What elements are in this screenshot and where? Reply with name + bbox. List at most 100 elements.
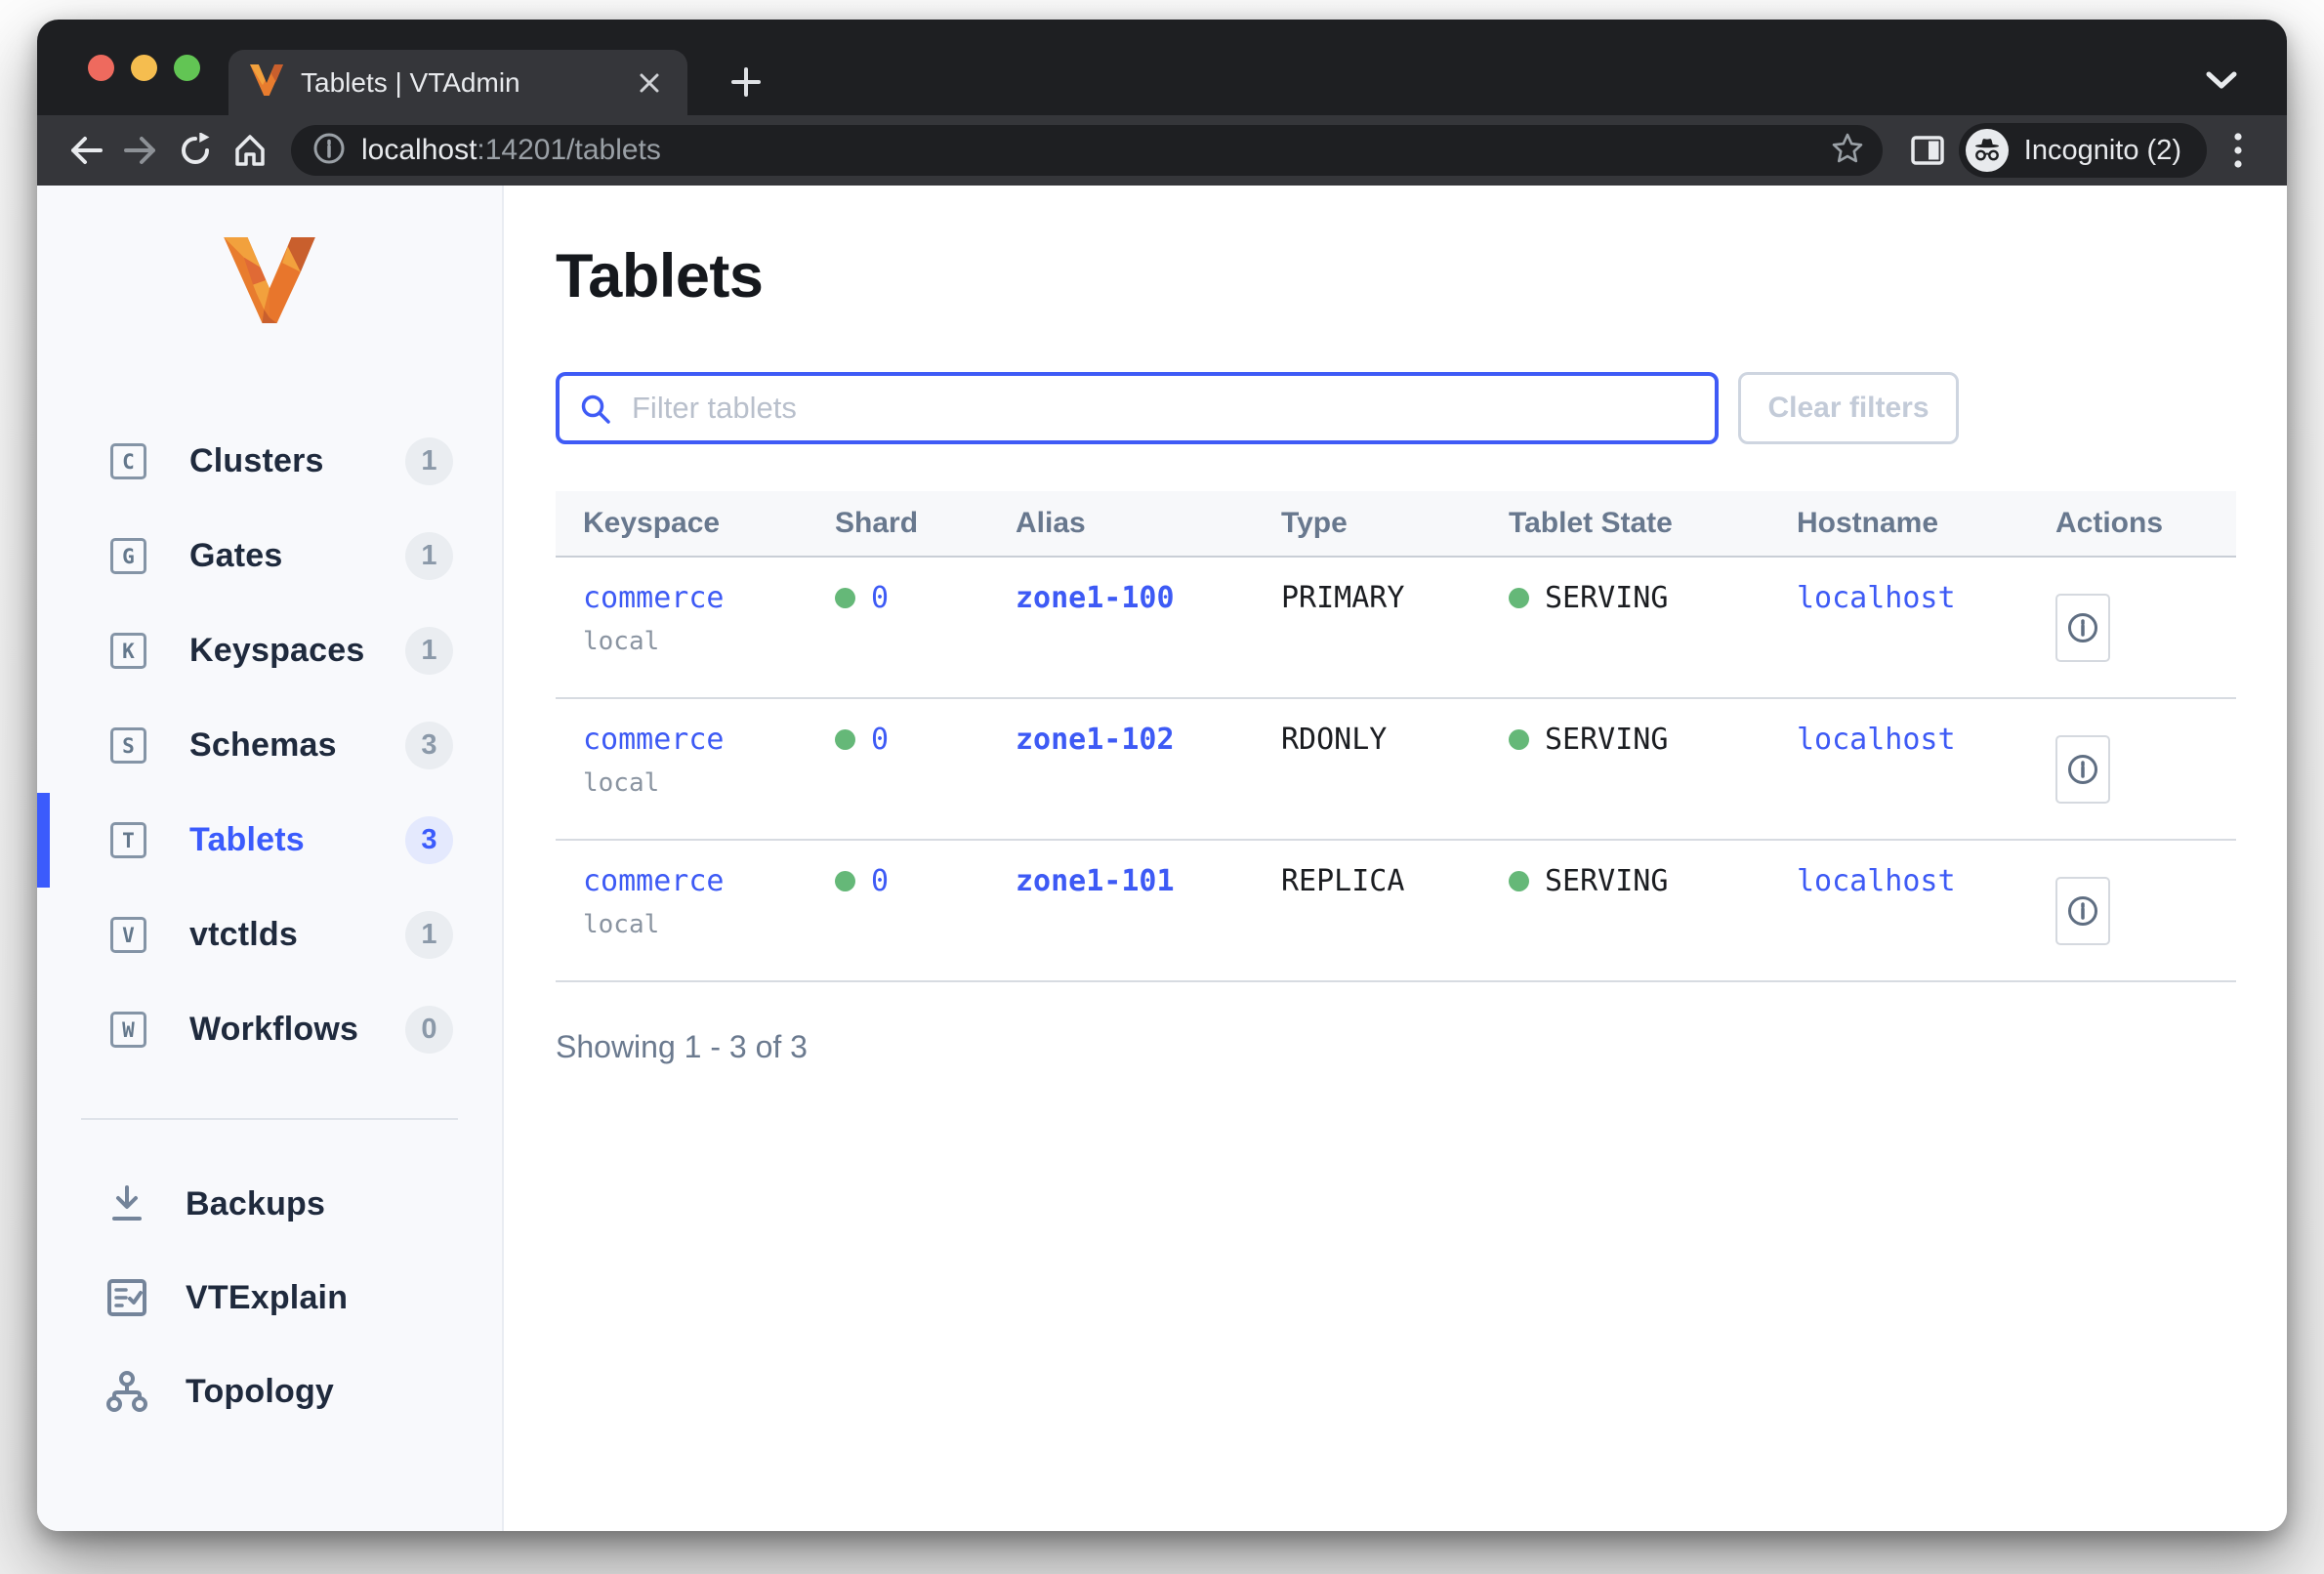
main-content: Tablets Clear filters Keyspace Sh <box>504 186 2287 1531</box>
shard-status-dot <box>835 729 855 750</box>
sidebar-tools: Backups VTExplain <box>37 1157 502 1438</box>
sidebar-divider <box>81 1118 458 1120</box>
shard-link[interactable]: 0 <box>871 581 890 615</box>
count-badge: 0 <box>405 1006 453 1054</box>
tablet-type: REPLICA <box>1281 864 1405 898</box>
cluster-name: local <box>583 910 660 939</box>
side-panel-icon[interactable] <box>1904 127 1951 174</box>
bookmark-star-icon[interactable] <box>1830 131 1865 171</box>
sidebar-item-backups[interactable]: Backups <box>37 1157 502 1251</box>
count-badge: 1 <box>405 627 453 675</box>
shard-status-dot <box>835 588 855 608</box>
home-icon[interactable] <box>227 127 273 174</box>
tablet-state: SERVING <box>1545 581 1669 615</box>
alias-link[interactable]: zone1-102 <box>1016 723 1175 757</box>
sidebar-item-tablets[interactable]: T Tablets 3 <box>37 793 502 888</box>
explain-doc-icon <box>105 1278 148 1317</box>
serving-status-dot <box>1509 871 1529 891</box>
tablets-table: Keyspace Shard Alias Type Tablet State H… <box>556 491 2236 982</box>
url-host: localhost <box>361 134 477 166</box>
alias-link[interactable]: zone1-101 <box>1016 864 1175 898</box>
row-info-button[interactable] <box>2055 734 2110 804</box>
reload-icon[interactable] <box>172 127 219 174</box>
hostname-link[interactable]: localhost <box>1797 723 1956 757</box>
cluster-name: local <box>583 768 660 798</box>
column-header-shard: Shard <box>835 507 919 539</box>
tab-close-icon[interactable] <box>633 66 666 100</box>
vtctlds-letter-icon: V <box>110 917 146 953</box>
hostname-link[interactable]: localhost <box>1797 581 1956 615</box>
zoom-window-button[interactable] <box>174 55 200 81</box>
count-badge: 1 <box>405 911 453 959</box>
keyspace-link[interactable]: commerce <box>583 864 725 898</box>
chevron-down-icon[interactable] <box>2203 68 2240 97</box>
table-row: commerce local 0 zone1-101 REPLICA SERVI… <box>556 841 2236 982</box>
table-row: commerce local 0 zone1-100 PRIMARY SERVI… <box>556 558 2236 699</box>
tab-strip: Tablets | VTAdmin <box>37 20 2287 115</box>
gates-letter-icon: G <box>110 538 146 574</box>
incognito-icon <box>1965 129 2009 172</box>
count-badge: 1 <box>405 532 453 580</box>
site-info-icon[interactable] <box>312 132 346 170</box>
pagination-summary: Showing 1 - 3 of 3 <box>556 1029 808 1064</box>
incognito-label: Incognito (2) <box>2023 134 2181 166</box>
minimize-window-button[interactable] <box>131 55 157 81</box>
sidebar-item-gates[interactable]: G Gates 1 <box>37 509 502 603</box>
count-badge: 3 <box>405 816 453 864</box>
address-bar[interactable]: localhost:14201/tablets <box>291 125 1883 176</box>
keyspace-link[interactable]: commerce <box>583 581 725 615</box>
selected-indicator-bar <box>37 793 50 888</box>
sidebar-item-vtexplain[interactable]: VTExplain <box>37 1251 502 1345</box>
table-row: commerce local 0 zone1-102 RDONLY SERVIN… <box>556 699 2236 841</box>
clusters-letter-icon: C <box>110 443 146 479</box>
menu-dots-icon[interactable] <box>2215 127 2262 174</box>
serving-status-dot <box>1509 729 1529 750</box>
tablet-type: PRIMARY <box>1281 581 1405 615</box>
incognito-badge[interactable]: Incognito (2) <box>1958 123 2207 178</box>
sidebar-item-keyspaces[interactable]: K Keyspaces 1 <box>37 603 502 698</box>
browser-window: Tablets | VTAdmin <box>37 20 2287 1531</box>
clear-filters-button[interactable]: Clear filters <box>1738 372 1959 444</box>
shard-link[interactable]: 0 <box>871 723 890 757</box>
column-header-tablet-state: Tablet State <box>1509 507 1673 539</box>
shard-link[interactable]: 0 <box>871 864 890 898</box>
column-header-type: Type <box>1281 507 1348 539</box>
schemas-letter-icon: S <box>110 727 146 764</box>
tab-title: Tablets | VTAdmin <box>301 66 520 98</box>
download-icon <box>105 1183 148 1224</box>
tablet-state: SERVING <box>1545 723 1669 757</box>
row-info-button[interactable] <box>2055 593 2110 662</box>
column-header-keyspace: Keyspace <box>583 507 721 539</box>
browser-tab[interactable]: Tablets | VTAdmin <box>228 50 687 115</box>
count-badge: 1 <box>405 437 453 485</box>
hostname-link[interactable]: localhost <box>1797 864 1956 898</box>
filter-tablets-input[interactable] <box>556 372 1719 444</box>
sidebar-item-vtctlds[interactable]: V vtctlds 1 <box>37 888 502 982</box>
topology-icon <box>105 1370 148 1413</box>
forward-icon[interactable] <box>117 127 164 174</box>
favicon-vitess-icon <box>250 64 283 101</box>
alias-link[interactable]: zone1-100 <box>1016 581 1175 615</box>
tablets-letter-icon: T <box>110 822 146 858</box>
sidebar-item-workflows[interactable]: W Workflows 0 <box>37 982 502 1077</box>
back-icon[interactable] <box>62 127 109 174</box>
column-header-alias: Alias <box>1016 507 1086 539</box>
search-icon <box>579 393 612 431</box>
new-tab-icon[interactable] <box>721 57 771 107</box>
keyspaces-letter-icon: K <box>110 633 146 669</box>
sidebar-item-schemas[interactable]: S Schemas 3 <box>37 698 502 793</box>
sidebar-item-topology[interactable]: Topology <box>37 1345 502 1438</box>
vitess-logo <box>37 237 502 323</box>
tablet-type: RDONLY <box>1281 723 1388 757</box>
sidebar-item-clusters[interactable]: C Clusters 1 <box>37 414 502 509</box>
close-window-button[interactable] <box>88 55 114 81</box>
column-header-hostname: Hostname <box>1797 507 1939 539</box>
table-header-row: Keyspace Shard Alias Type Tablet State H… <box>556 491 2236 558</box>
row-info-button[interactable] <box>2055 876 2110 945</box>
sidebar-nav: C Clusters 1 G Gates 1 K Keyspaces 1 <box>37 414 502 1077</box>
workflows-letter-icon: W <box>110 1012 146 1048</box>
tablet-state: SERVING <box>1545 864 1669 898</box>
column-header-actions: Actions <box>2055 507 2164 539</box>
url-path: :14201/tablets <box>477 134 661 166</box>
keyspace-link[interactable]: commerce <box>583 723 725 757</box>
